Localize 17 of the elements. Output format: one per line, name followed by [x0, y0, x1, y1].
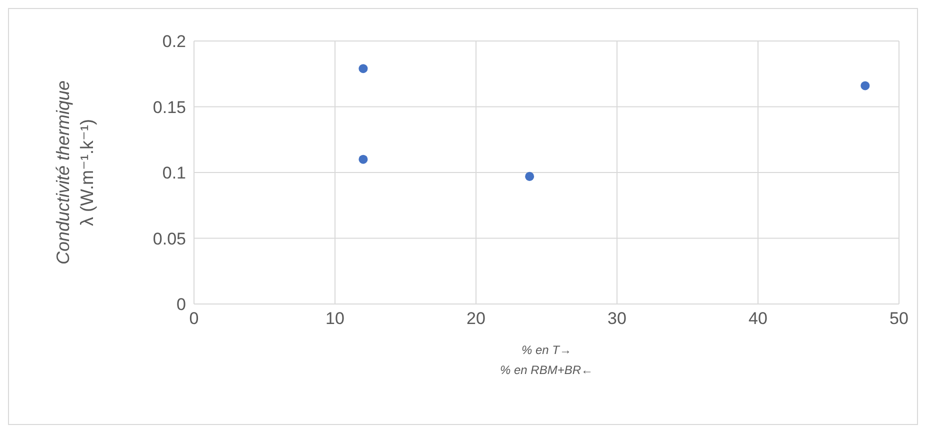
y-axis-title: Conductivité thermique λ (W.m⁻¹.k⁻¹) [53, 80, 97, 265]
y-tick-label: 0.2 [162, 32, 186, 52]
point [525, 172, 534, 181]
point [358, 154, 368, 164]
x-tick-label: 30 [608, 309, 626, 328]
x-tick-label: 50 [890, 309, 908, 328]
y-tick-label: 0.05 [152, 229, 186, 248]
y-tick-label: 0 [176, 295, 186, 314]
y-tick-label: 0.1 [162, 164, 186, 183]
point [860, 81, 870, 90]
y-tick-label: 0.15 [152, 98, 186, 117]
point [358, 64, 368, 74]
x-tick-label: 10 [326, 309, 344, 328]
x-tick-label: 0 [189, 309, 199, 328]
x-tick-label: 40 [748, 309, 768, 328]
x-tick-label: 20 [466, 309, 486, 328]
x-axis-title: % en T→ % en RBM+BR← [500, 343, 594, 377]
